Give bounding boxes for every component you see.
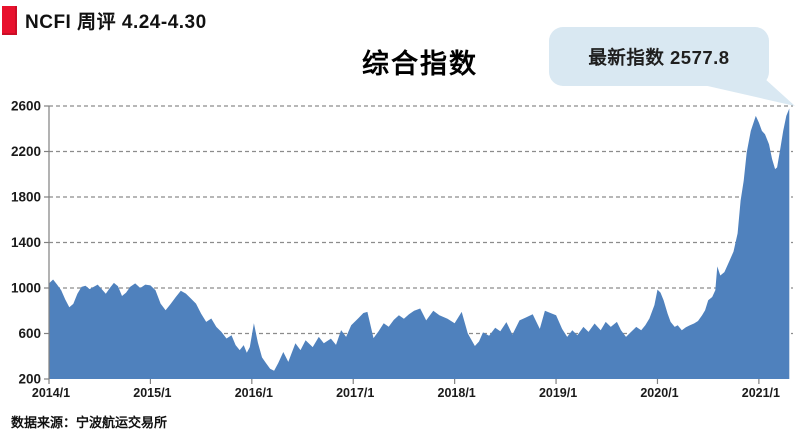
- y-tick-label: 1400: [11, 235, 41, 250]
- data-source-note: 数据来源：宁波航运交易所: [11, 415, 168, 430]
- y-tick-label: 2200: [11, 144, 41, 159]
- latest-index-text: 最新指数 2577.8: [588, 46, 730, 68]
- chart-title: 综合指数: [362, 49, 478, 79]
- y-tick-label: 200: [18, 372, 41, 387]
- x-tick-label: 2020/1: [640, 386, 678, 400]
- x-tick-label: 2019/1: [539, 386, 577, 400]
- latest-index-callout: 最新指数 2577.8: [549, 27, 769, 86]
- x-tick-label: 2017/1: [336, 386, 374, 400]
- report-title: NCFI 周评 4.24-4.30: [25, 11, 207, 33]
- index-area-series: [49, 108, 790, 379]
- y-tick-label: 1000: [11, 281, 41, 296]
- red-square-icon: [2, 5, 17, 35]
- report-header: NCFI 周评 4.24-4.30: [2, 4, 207, 36]
- x-tick-label: 2021/1: [742, 386, 780, 400]
- y-tick-label: 1800: [11, 190, 41, 205]
- x-tick-label: 2018/1: [438, 386, 476, 400]
- y-tick-label: 2600: [11, 99, 41, 114]
- x-tick-label: 2016/1: [235, 386, 273, 400]
- x-tick-label: 2015/1: [133, 386, 171, 400]
- x-tick-label: 2014/1: [32, 386, 70, 400]
- y-tick-label: 600: [18, 326, 41, 341]
